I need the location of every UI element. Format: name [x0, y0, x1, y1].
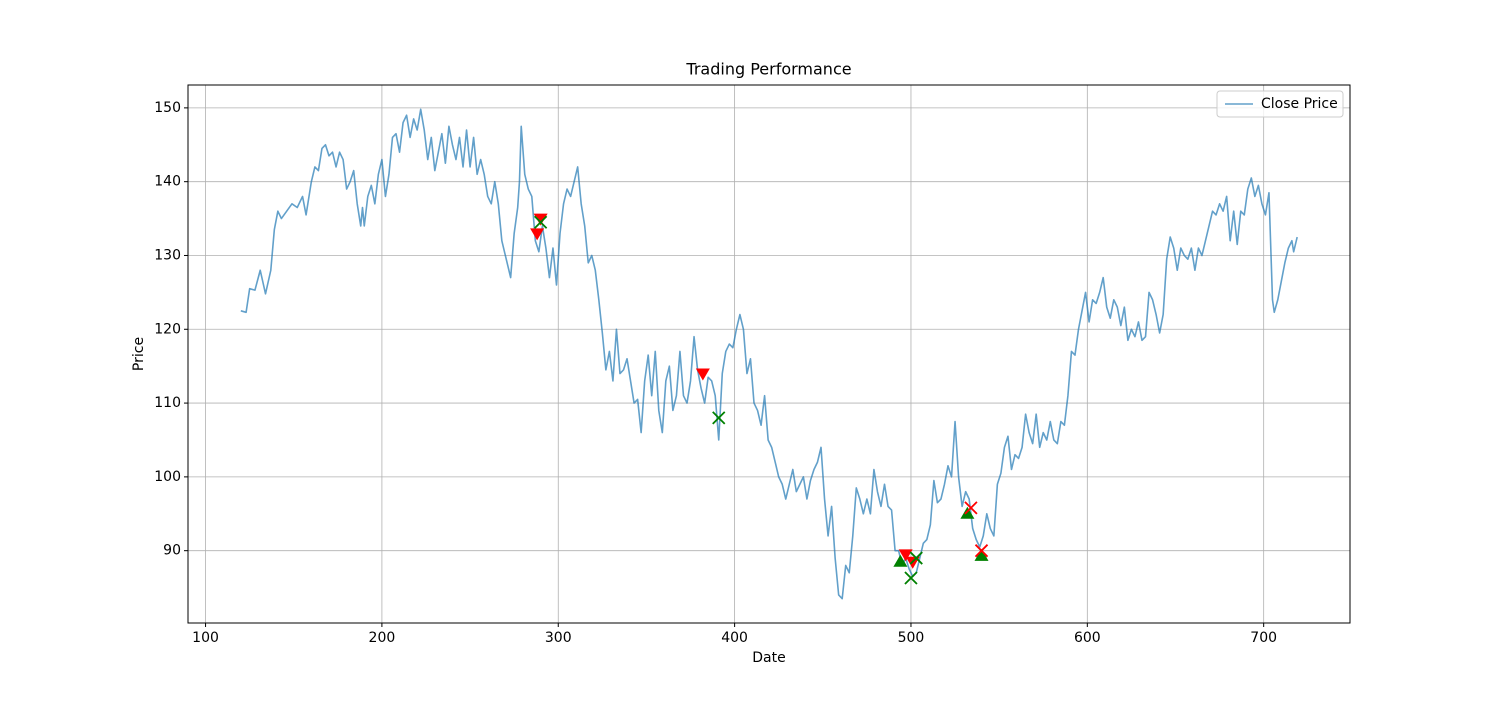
signal-marker — [974, 548, 989, 561]
x-tick-label: 300 — [545, 630, 572, 646]
signal-marker — [695, 368, 710, 381]
signal-marker — [712, 411, 726, 425]
x-tick-label: 200 — [369, 630, 396, 646]
signal-marker — [533, 215, 548, 229]
y-axis-label: Price — [131, 337, 147, 371]
y-tick-label: 150 — [154, 100, 181, 116]
signal-marker — [960, 506, 975, 519]
chart-title: Trading Performance — [685, 60, 851, 79]
signal-marker — [530, 228, 545, 241]
signal-marker — [898, 549, 913, 562]
y-tick-label: 140 — [154, 174, 181, 190]
y-tick-label: 130 — [154, 247, 181, 263]
legend: Close Price — [1216, 90, 1344, 118]
y-tick-label: 120 — [154, 321, 181, 337]
signal-marker — [974, 544, 989, 558]
x-tick-label: 400 — [721, 630, 748, 646]
signal-marker — [904, 571, 918, 585]
signal-marker — [964, 501, 978, 515]
x-tick-label: 600 — [1074, 630, 1101, 646]
price-line — [240, 108, 1298, 600]
signal-marker — [893, 554, 908, 567]
legend-label: Close Price — [1261, 96, 1338, 112]
y-tick-label: 90 — [163, 543, 181, 559]
legend-box — [1216, 90, 1344, 118]
y-tick-label: 100 — [154, 469, 181, 485]
signal-marker — [533, 213, 548, 226]
x-tick-label: 500 — [898, 630, 925, 646]
x-tick-label: 100 — [192, 630, 219, 646]
plot-frame — [187, 84, 1351, 624]
x-tick-label: 700 — [1250, 630, 1277, 646]
y-tick-label: 110 — [154, 395, 181, 411]
x-axis-label: Date — [752, 650, 785, 666]
signal-marker — [909, 551, 923, 565]
